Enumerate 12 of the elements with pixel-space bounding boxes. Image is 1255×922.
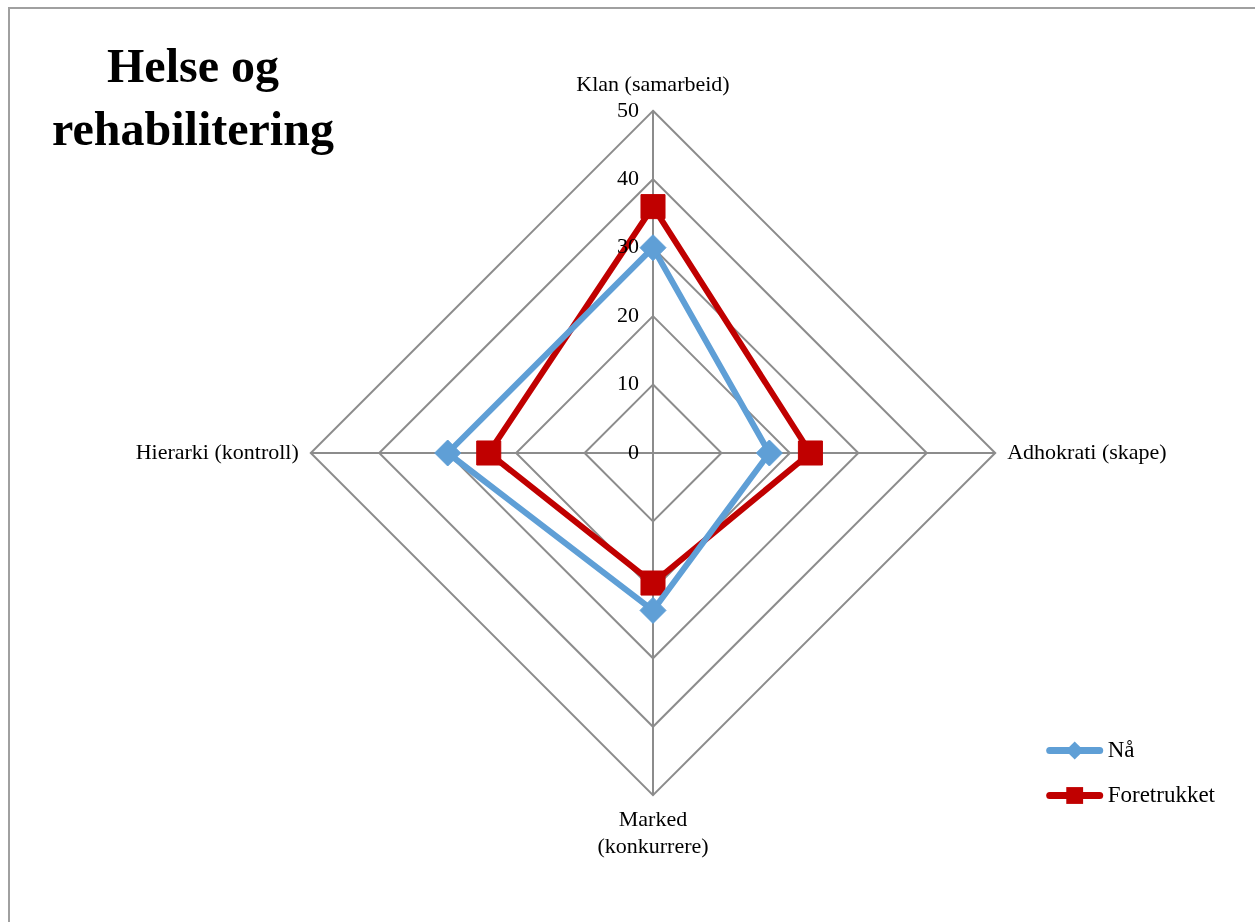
y-tick-label: 40 bbox=[617, 165, 639, 191]
y-tick-label: 10 bbox=[617, 370, 639, 396]
spoke-label: Marked (konkurrere) bbox=[597, 806, 709, 858]
chart-title: Helse og rehabilitering bbox=[51, 38, 335, 157]
y-tick-label: 20 bbox=[617, 301, 639, 327]
spoke-label: Hierarki (kontroll) bbox=[135, 438, 299, 464]
y-tick-label: 50 bbox=[617, 96, 639, 122]
spoke-label: Adhokrati (skape) bbox=[1007, 438, 1167, 464]
y-tick-label: 0 bbox=[628, 438, 639, 464]
spoke-label: Klan (samarbeid) bbox=[576, 71, 730, 97]
legend-label: Foretrukket bbox=[1107, 781, 1216, 807]
legend-label: Nå bbox=[1107, 736, 1135, 762]
